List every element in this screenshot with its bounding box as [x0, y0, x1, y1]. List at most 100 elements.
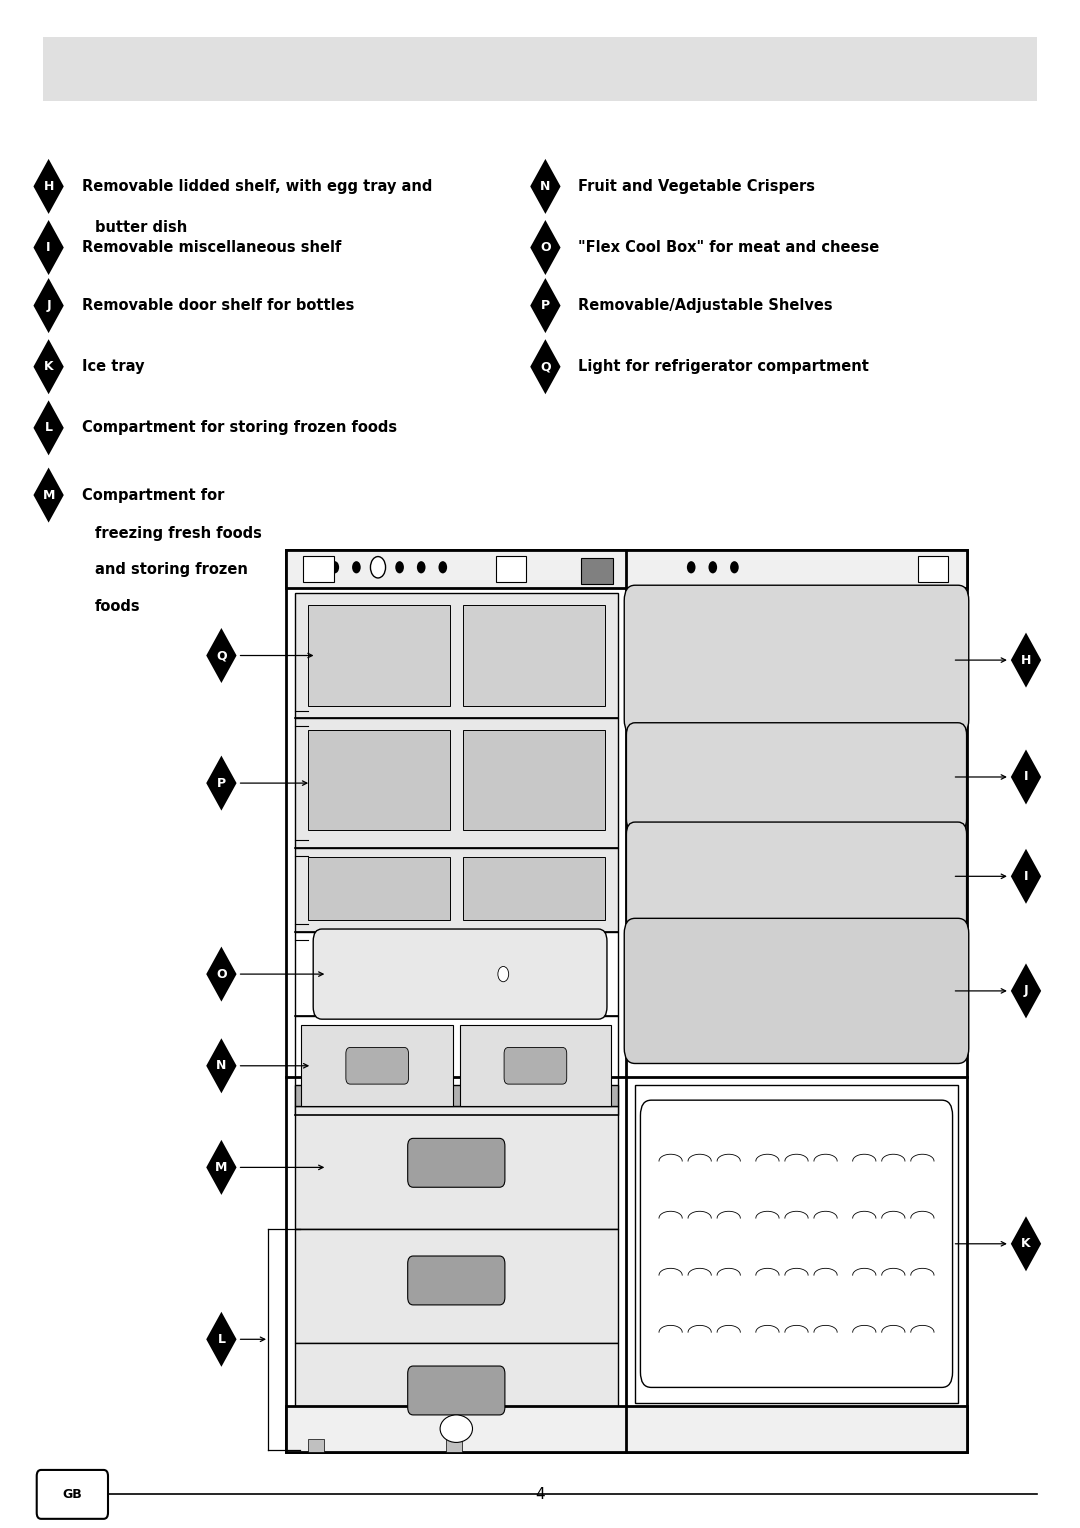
Text: I: I	[46, 241, 51, 254]
Polygon shape	[635, 1085, 958, 1403]
Polygon shape	[581, 558, 613, 584]
Polygon shape	[918, 556, 948, 582]
Circle shape	[498, 966, 509, 981]
FancyBboxPatch shape	[37, 1470, 108, 1519]
Polygon shape	[308, 1439, 324, 1452]
FancyBboxPatch shape	[624, 918, 969, 1063]
Polygon shape	[206, 1140, 237, 1195]
Polygon shape	[286, 550, 967, 1452]
Polygon shape	[33, 159, 64, 214]
Circle shape	[417, 561, 426, 573]
FancyBboxPatch shape	[408, 1138, 505, 1187]
Text: K: K	[1022, 1238, 1030, 1250]
FancyBboxPatch shape	[408, 1256, 505, 1305]
FancyBboxPatch shape	[640, 1100, 953, 1387]
Text: M: M	[215, 1161, 228, 1174]
Text: 4: 4	[536, 1487, 544, 1502]
Polygon shape	[462, 605, 605, 706]
Text: O: O	[540, 241, 551, 254]
FancyBboxPatch shape	[626, 822, 967, 931]
Text: butter dish: butter dish	[95, 220, 187, 235]
Polygon shape	[295, 1016, 618, 1115]
Text: Light for refrigerator compartment: Light for refrigerator compartment	[578, 359, 868, 374]
Polygon shape	[496, 556, 526, 582]
FancyBboxPatch shape	[313, 929, 607, 1019]
Polygon shape	[530, 278, 561, 333]
Text: J: J	[46, 299, 51, 312]
Polygon shape	[462, 857, 605, 920]
Polygon shape	[206, 1039, 237, 1094]
Polygon shape	[462, 730, 605, 830]
Polygon shape	[206, 946, 237, 1002]
Polygon shape	[301, 1025, 454, 1106]
Circle shape	[370, 556, 386, 578]
Polygon shape	[295, 848, 618, 932]
Polygon shape	[530, 220, 561, 275]
Text: L: L	[217, 1332, 226, 1346]
Text: GB: GB	[63, 1488, 82, 1500]
Polygon shape	[1011, 848, 1041, 903]
Polygon shape	[33, 278, 64, 333]
Polygon shape	[1011, 633, 1041, 688]
Text: Compartment for storing frozen foods: Compartment for storing frozen foods	[82, 420, 397, 435]
Polygon shape	[295, 932, 618, 1016]
Text: "Flex Cool Box" for meat and cheese: "Flex Cool Box" for meat and cheese	[578, 240, 879, 255]
FancyBboxPatch shape	[346, 1048, 408, 1085]
Text: P: P	[541, 299, 550, 312]
Circle shape	[708, 561, 717, 573]
Text: I: I	[1024, 770, 1028, 784]
Polygon shape	[1011, 1216, 1041, 1271]
Polygon shape	[295, 1229, 618, 1343]
Polygon shape	[295, 718, 618, 848]
Text: foods: foods	[95, 599, 140, 614]
FancyBboxPatch shape	[408, 1366, 505, 1415]
Polygon shape	[1011, 963, 1041, 1018]
Text: H: H	[1021, 654, 1031, 666]
Text: Removable miscellaneous shelf: Removable miscellaneous shelf	[82, 240, 341, 255]
Polygon shape	[33, 339, 64, 394]
Circle shape	[330, 561, 339, 573]
Polygon shape	[308, 605, 450, 706]
Text: Q: Q	[216, 649, 227, 662]
Polygon shape	[446, 1439, 462, 1452]
Polygon shape	[1011, 749, 1041, 804]
Text: N: N	[540, 180, 551, 193]
FancyBboxPatch shape	[624, 585, 969, 735]
Circle shape	[395, 561, 404, 573]
Polygon shape	[206, 755, 237, 810]
Polygon shape	[286, 1406, 967, 1452]
Circle shape	[352, 561, 361, 573]
Text: N: N	[216, 1059, 227, 1073]
Text: Compartment for: Compartment for	[82, 487, 225, 503]
Polygon shape	[308, 857, 450, 920]
Polygon shape	[460, 1025, 611, 1106]
Text: and storing frozen: and storing frozen	[95, 562, 248, 578]
Text: Removable lidded shelf, with egg tray and: Removable lidded shelf, with egg tray an…	[82, 179, 432, 194]
Text: Ice tray: Ice tray	[82, 359, 145, 374]
Text: K: K	[44, 361, 53, 373]
Polygon shape	[33, 400, 64, 455]
Polygon shape	[206, 628, 237, 683]
FancyBboxPatch shape	[504, 1048, 567, 1085]
Polygon shape	[286, 550, 967, 588]
Polygon shape	[303, 556, 334, 582]
Text: I: I	[1024, 869, 1028, 883]
Polygon shape	[530, 339, 561, 394]
Text: H: H	[43, 180, 54, 193]
Circle shape	[438, 561, 447, 573]
Polygon shape	[530, 159, 561, 214]
Text: freezing fresh foods: freezing fresh foods	[95, 526, 262, 541]
Ellipse shape	[441, 1415, 473, 1442]
Text: Q: Q	[540, 361, 551, 373]
Polygon shape	[295, 1343, 618, 1450]
FancyBboxPatch shape	[626, 723, 967, 831]
Polygon shape	[206, 1311, 237, 1368]
Polygon shape	[295, 1106, 618, 1229]
Text: Removable door shelf for bottles: Removable door shelf for bottles	[82, 298, 354, 313]
Text: O: O	[216, 967, 227, 981]
Polygon shape	[33, 220, 64, 275]
Polygon shape	[308, 730, 450, 830]
Bar	[43, 37, 1037, 101]
Text: M: M	[42, 489, 55, 501]
Text: J: J	[1024, 984, 1028, 998]
